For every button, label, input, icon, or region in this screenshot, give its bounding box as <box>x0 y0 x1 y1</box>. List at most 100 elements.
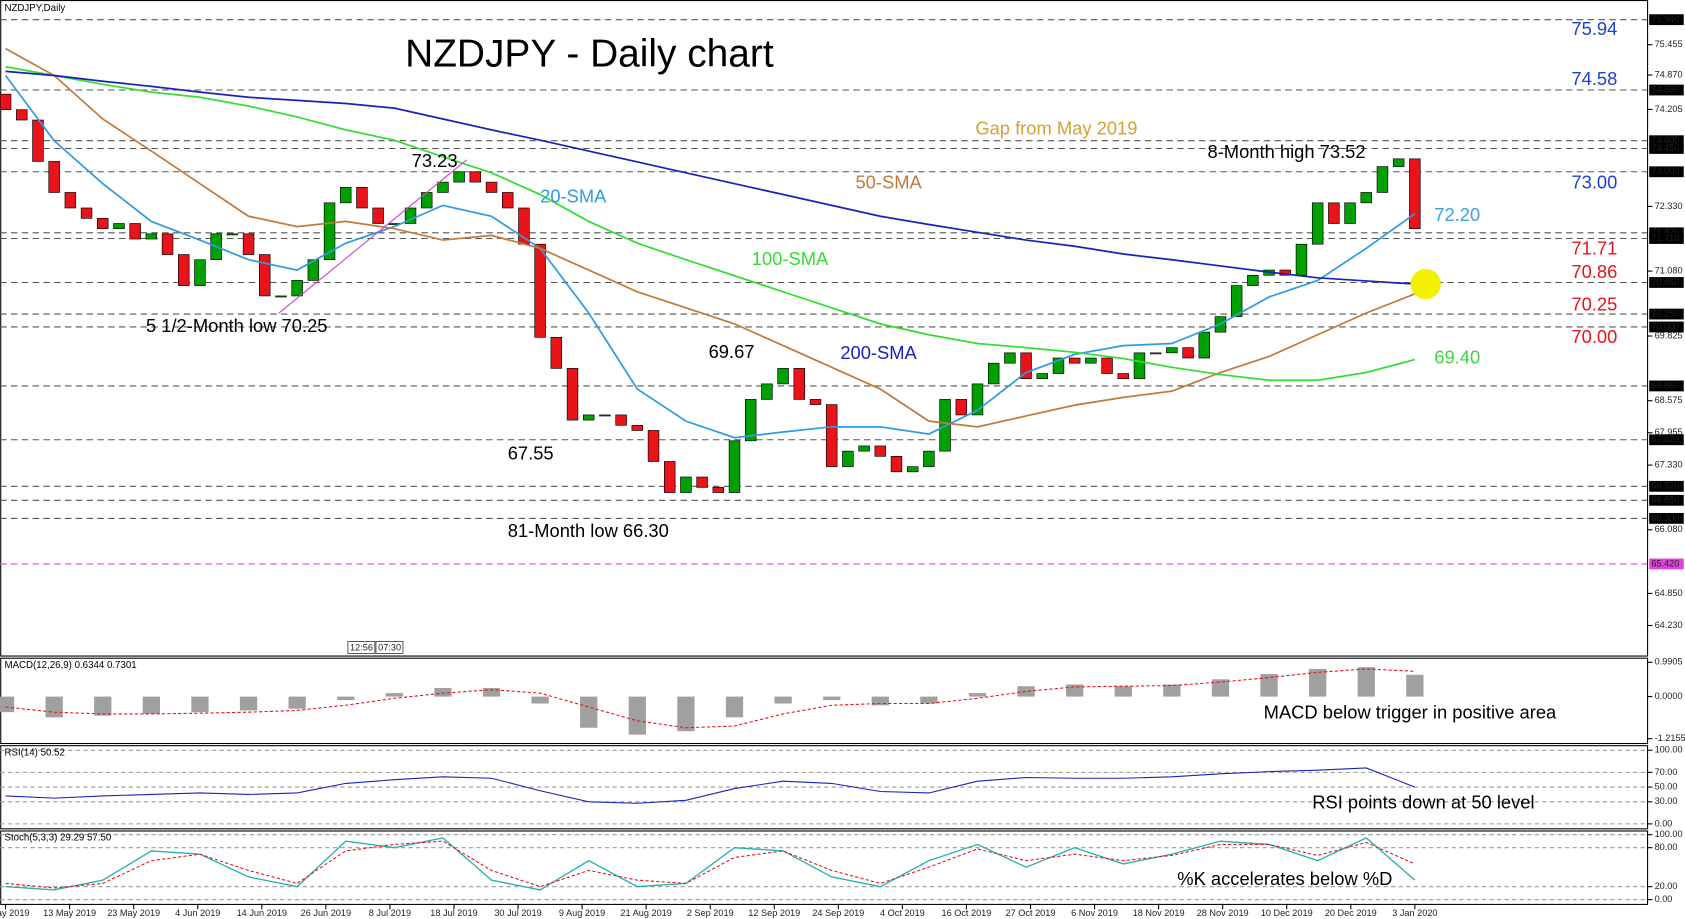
candle <box>0 93 12 111</box>
highlight-circle <box>1410 268 1441 300</box>
level-box <box>1649 84 1684 96</box>
y-tick-label: 74.870 <box>1655 69 1683 79</box>
candle <box>1360 192 1372 204</box>
y-tick-label: 0.00 <box>1655 818 1673 828</box>
macd-bar <box>871 696 889 706</box>
level-box <box>1649 380 1684 392</box>
candle <box>842 450 854 467</box>
x-tick-label: 2 Sep 2019 <box>687 908 734 918</box>
y-tick-label: 71.080 <box>1655 266 1683 276</box>
candle <box>1101 357 1113 374</box>
symbol-label: NZDJPY,Daily <box>4 3 65 14</box>
macd-bar <box>1163 684 1181 697</box>
candle <box>647 430 660 462</box>
candle <box>728 440 741 493</box>
x-tick-label: 6 Nov 2019 <box>1071 908 1118 918</box>
sma-label: 200-SMA <box>840 342 917 363</box>
candle <box>615 414 627 426</box>
level-label: 66.920 <box>1651 481 1679 491</box>
x-tick-label: 1 May 2019 <box>0 908 30 918</box>
candle <box>178 254 190 286</box>
candle <box>534 243 546 338</box>
sma-label: 50-SMA <box>855 171 922 192</box>
level-box <box>1649 277 1684 288</box>
candle <box>242 233 255 255</box>
candle <box>502 192 514 209</box>
x-tick-label: 4 Jun 2019 <box>175 908 220 918</box>
macd-bar <box>1211 679 1230 697</box>
y-tick-label: 66.080 <box>1655 524 1683 534</box>
macd-bar <box>191 696 209 713</box>
stoch-k <box>5 837 1416 891</box>
level-annotation: 73.00 <box>1571 171 1617 192</box>
x-tick-label: 24 Sep 2019 <box>812 908 864 918</box>
macd-bar <box>1357 667 1375 697</box>
candle <box>80 207 93 219</box>
y-tick-label: 30.00 <box>1655 796 1678 806</box>
candle <box>971 383 984 416</box>
candle <box>307 259 320 281</box>
candle <box>64 192 77 209</box>
candle <box>1068 357 1081 364</box>
macd-bar <box>677 696 695 732</box>
level-label: 67.820 <box>1651 434 1679 444</box>
annotation: 69.67 <box>709 341 755 362</box>
x-tick-label: 18 Jul 2019 <box>430 908 477 918</box>
candle <box>129 223 141 240</box>
level-annotation: 71.71 <box>1571 237 1617 258</box>
candle <box>323 202 336 261</box>
candle <box>1392 158 1405 167</box>
level-box <box>1649 227 1684 239</box>
level-box <box>1649 308 1684 320</box>
y-tick-label: 0.00 <box>1655 894 1673 904</box>
x-tick-label: 9 Aug 2019 <box>559 908 605 918</box>
level-annotation: 74.58 <box>1571 68 1617 89</box>
stoch-frame <box>0 830 1649 905</box>
candle <box>955 399 968 416</box>
chart-title: NZDJPY - Daily chart <box>405 32 774 75</box>
level-label: 65.420 <box>1651 558 1679 568</box>
stoch-d <box>5 840 1416 889</box>
candle <box>1133 352 1146 380</box>
level-label: 73.000 <box>1651 166 1679 176</box>
macd-signal <box>5 668 1415 729</box>
rsi-line <box>5 767 1416 804</box>
level-box <box>1649 513 1684 524</box>
macd-bar <box>385 693 403 697</box>
candle <box>793 368 806 400</box>
candle <box>825 404 838 467</box>
macd-bar <box>1260 674 1278 697</box>
y-tick-label: 0.0000 <box>1655 691 1683 701</box>
candle <box>161 233 174 255</box>
macd-bar <box>434 687 452 697</box>
candle <box>890 455 903 473</box>
candle <box>1247 274 1259 286</box>
candle <box>1020 352 1032 380</box>
annotation: 73.23 <box>412 150 458 171</box>
y-tick-label: 75.455 <box>1655 39 1683 49</box>
y-tick-label: 74.205 <box>1655 104 1683 114</box>
level-annotation: 70.00 <box>1571 326 1617 347</box>
candle <box>809 399 822 405</box>
level-label: 73.600 <box>1651 135 1679 145</box>
candle <box>906 466 919 473</box>
macd-bar <box>482 687 501 697</box>
macd-bar <box>774 696 792 704</box>
candle <box>340 186 352 204</box>
candle <box>291 280 303 297</box>
y-tick-label: 0.9905 <box>1655 657 1683 667</box>
x-tick-label: 14 Jun 2019 <box>237 908 287 918</box>
level-box <box>1649 321 1684 333</box>
candle <box>1117 373 1129 380</box>
indicator-note: MACD below trigger in positive area <box>1264 702 1557 723</box>
macd-bar <box>1017 686 1035 697</box>
candle <box>663 461 676 493</box>
candle <box>1198 331 1210 359</box>
indicator-label: MACD(12,26,9) 0.6344 0.7301 <box>4 660 136 671</box>
macd-bar <box>823 696 841 701</box>
x-tick-label: 3 Jan 2020 <box>1392 908 1437 918</box>
macd-bar <box>531 696 549 704</box>
macd-bar <box>968 693 987 697</box>
candle <box>113 223 125 229</box>
candle <box>696 476 708 488</box>
